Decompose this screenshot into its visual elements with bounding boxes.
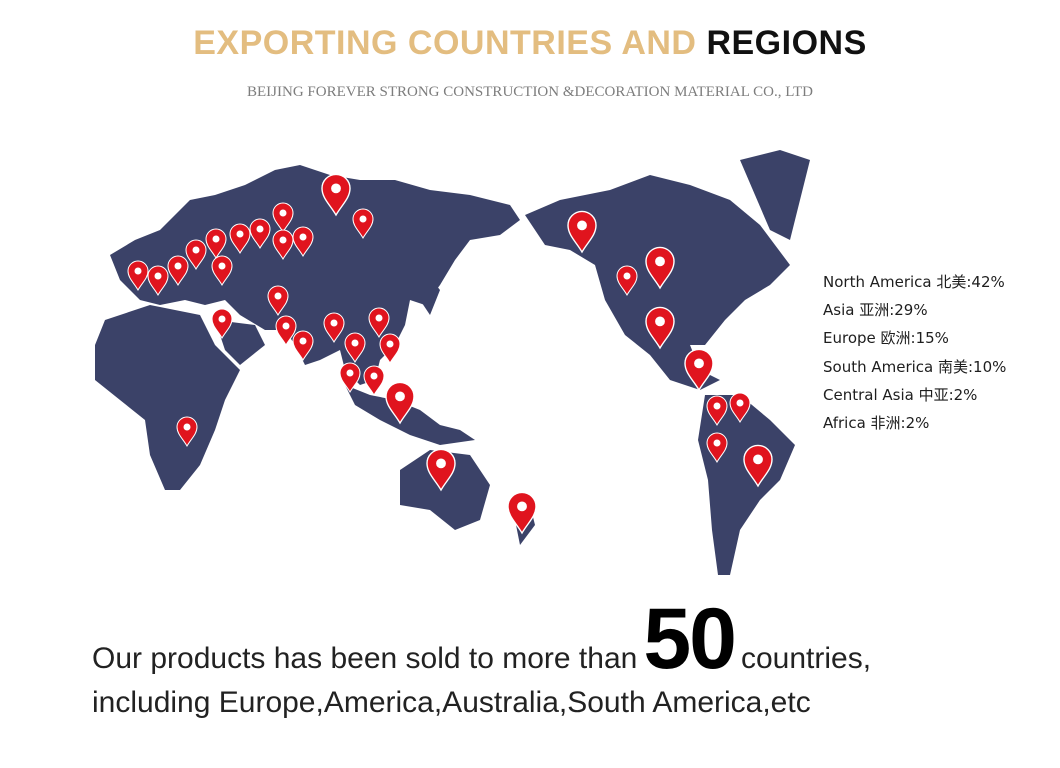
map-pin-icon — [205, 228, 227, 260]
legend-item-africa: Africa 非洲:2% — [823, 414, 930, 433]
map-pin-icon — [272, 202, 294, 234]
map-pin-icon — [321, 173, 351, 217]
africa — [95, 305, 240, 490]
legend-item-central-asia: Central Asia 中亚:2% — [823, 385, 978, 404]
map-pin-icon — [352, 208, 374, 240]
map-pin-icon — [507, 491, 537, 535]
japan — [420, 280, 440, 315]
map-pin-icon — [743, 444, 773, 488]
map-pin-icon — [729, 392, 751, 424]
map-pin-icon — [211, 255, 233, 287]
map-pin-icon — [272, 229, 294, 261]
company-subtitle: BEIJING FOREVER STRONG CONSTRUCTION &DEC… — [247, 84, 813, 100]
map-pin-icon — [645, 306, 675, 350]
map-pin-icon — [176, 416, 198, 448]
footer-line-2: including Europe,America,Australia,South… — [92, 686, 811, 719]
legend: North America 北美:42% Asia 亚洲:29% Europe … — [823, 268, 1006, 437]
title-accent: EXPORTING COUNTRIES AND — [193, 24, 697, 62]
map-pin-icon — [292, 226, 314, 258]
legend-item-south-america: South America 南美:10% — [823, 357, 1007, 376]
country-count: 50 — [643, 591, 737, 687]
map-pin-icon — [379, 333, 401, 365]
map-pin-icon — [426, 448, 456, 492]
eurasia — [110, 165, 520, 385]
map-pin-icon — [706, 432, 728, 464]
map-pin-icon — [616, 265, 638, 297]
south-america — [698, 395, 795, 575]
page-title: EXPORTING COUNTRIES AND REGIONS — [0, 24, 1060, 63]
map-pin-icon — [567, 210, 597, 254]
title-dark: REGIONS — [706, 24, 867, 62]
pins — [127, 173, 773, 535]
footer-text-after: countries, — [741, 642, 872, 675]
map-pin-icon — [344, 332, 366, 364]
arabia — [215, 320, 265, 365]
legend-item-asia: Asia 亚洲:29% — [823, 301, 928, 320]
map-pin-icon — [275, 315, 297, 347]
world-map — [95, 150, 810, 575]
map-pin-icon — [229, 223, 251, 255]
australia — [400, 450, 490, 530]
footer-line-1: Our products has been sold to more than5… — [92, 596, 871, 682]
legend-item-europe: Europe 欧洲:15% — [823, 329, 949, 348]
map-pin-icon — [385, 381, 415, 425]
map-pin-icon — [147, 265, 169, 297]
map-pin-icon — [706, 395, 728, 427]
map-pin-icon — [684, 348, 714, 392]
greenland — [740, 150, 810, 240]
southeast-asia — [345, 385, 475, 445]
map-pin-icon — [292, 330, 314, 362]
map-pin-icon — [167, 255, 189, 287]
map-pin-icon — [363, 365, 385, 397]
map-pin-icon — [368, 307, 390, 339]
footer-text-before: Our products has been sold to more than — [92, 642, 638, 675]
legend-item-north-america: North America 北美:42% — [823, 273, 1005, 291]
map-pin-icon — [127, 260, 149, 292]
map-pin-icon — [339, 362, 361, 394]
map-pin-icon — [249, 218, 271, 250]
map-pin-icon — [323, 312, 345, 344]
map-pin-icon — [185, 239, 207, 271]
map-pin-icon — [645, 246, 675, 290]
map-pin-icon — [211, 308, 233, 340]
map-pin-icon — [267, 285, 289, 317]
